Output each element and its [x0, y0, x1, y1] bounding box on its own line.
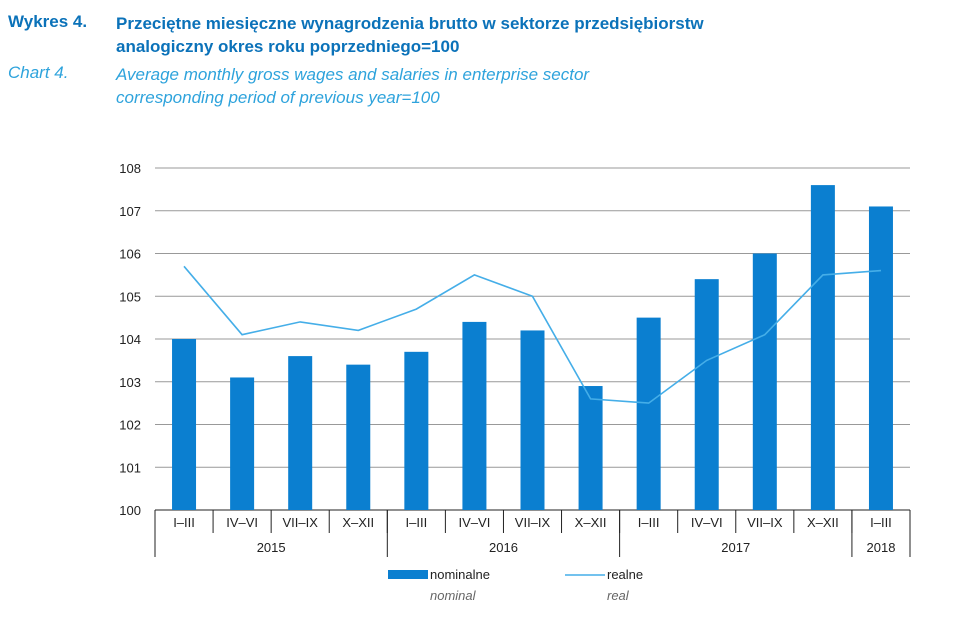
year-label: 2017	[721, 540, 750, 555]
bar-nominal	[752, 253, 777, 510]
bar-nominal	[404, 351, 429, 510]
x-tick-label: I–III	[638, 515, 660, 530]
year-label: 2015	[257, 540, 286, 555]
y-tick-label: 104	[119, 332, 141, 347]
bar-nominal	[868, 206, 893, 510]
x-tick-label: IV–VI	[226, 515, 258, 530]
x-tick-label: IV–VI	[691, 515, 723, 530]
legend-label-real-en: real	[607, 588, 630, 603]
x-tick-label: VII–IX	[515, 515, 551, 530]
chart-title-pl: Przeciętne miesięczne wynagrodzenia brut…	[116, 12, 704, 58]
bar-nominal	[578, 386, 603, 510]
bar-nominal	[810, 185, 835, 510]
chart-title-pl-line1: Przeciętne miesięczne wynagrodzenia brut…	[116, 14, 704, 33]
y-tick-label: 102	[119, 418, 141, 433]
x-tick-label: X–XII	[342, 515, 374, 530]
year-label: 2016	[489, 540, 518, 555]
line-real	[183, 265, 882, 404]
bar-nominal	[462, 321, 487, 510]
x-tick-label: X–XII	[575, 515, 607, 530]
bar-nominal	[172, 339, 197, 510]
chart-label-en: Chart 4.	[8, 63, 69, 82]
chart-title-en: Average monthly gross wages and salaries…	[116, 63, 589, 109]
bar-nominal	[230, 377, 255, 510]
y-tick-label: 103	[119, 375, 141, 390]
legend-swatch-nominal	[388, 570, 428, 579]
legend-label-real: realne	[607, 567, 643, 582]
bar-nominal	[694, 279, 719, 510]
legend-label-nominal: nominalne	[430, 567, 490, 582]
y-tick-label: 106	[119, 247, 141, 262]
x-tick-label: I–III	[173, 515, 195, 530]
x-tick-label: I–III	[406, 515, 428, 530]
y-tick-label: 107	[119, 204, 141, 219]
y-tick-label: 101	[119, 460, 141, 475]
x-tick-label: I–III	[870, 515, 892, 530]
y-tick-label: 105	[119, 289, 141, 304]
y-tick-label: 100	[119, 503, 141, 518]
year-label: 2018	[867, 540, 896, 555]
x-tick-label: IV–VI	[459, 515, 491, 530]
x-tick-label: VII–IX	[747, 515, 783, 530]
bar-nominal	[346, 364, 371, 510]
bar-nominal	[636, 317, 661, 510]
bar-nominal	[288, 356, 313, 510]
chart-title-en-line1: Average monthly gross wages and salaries…	[116, 65, 590, 84]
y-tick-label: 108	[119, 161, 141, 176]
legend-label-nominal-en: nominal	[430, 588, 477, 603]
x-tick-label: X–XII	[807, 515, 839, 530]
x-tick-label: VII–IX	[282, 515, 318, 530]
chart-label-pl: Wykres 4.	[8, 12, 88, 31]
chart-title-en-line2: corresponding period of previous year=10…	[116, 88, 440, 107]
chart-title-pl-line2: analogiczny okres roku poprzedniego=100	[116, 37, 460, 56]
bar-nominal	[520, 330, 545, 510]
